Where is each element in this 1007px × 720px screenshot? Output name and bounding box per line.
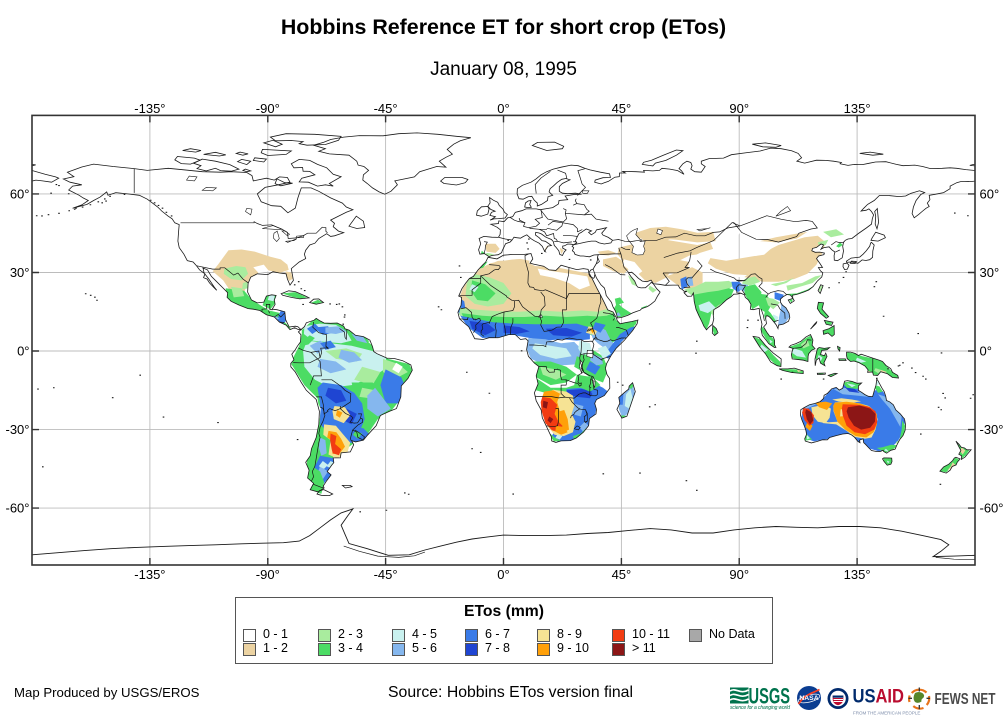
svg-text:0°: 0°	[980, 344, 992, 359]
svg-text:FEWS NET: FEWS NET	[935, 691, 996, 708]
svg-text:90°: 90°	[729, 101, 749, 116]
svg-text:30°: 30°	[980, 265, 1000, 280]
svg-text:-135°: -135°	[134, 567, 165, 582]
svg-text:0°: 0°	[17, 344, 29, 359]
svg-text:135°: 135°	[844, 101, 871, 116]
svg-text:-90°: -90°	[256, 567, 280, 582]
svg-text:0°: 0°	[497, 567, 509, 582]
svg-text:science for a changing world: science for a changing world	[730, 705, 790, 711]
svg-text:135°: 135°	[844, 567, 871, 582]
svg-text:-135°: -135°	[134, 101, 165, 116]
svg-text:-60°: -60°	[980, 501, 1004, 516]
svg-text:-45°: -45°	[374, 567, 398, 582]
svg-text:0°: 0°	[497, 101, 509, 116]
svg-text:45°: 45°	[612, 567, 632, 582]
svg-text:NASA: NASA	[799, 695, 818, 702]
svg-text:30°: 30°	[10, 265, 30, 280]
svg-text:-60°: -60°	[6, 501, 30, 516]
svg-text:45°: 45°	[612, 101, 632, 116]
svg-text:60°: 60°	[980, 186, 1000, 201]
svg-text:-30°: -30°	[6, 422, 30, 437]
svg-text:-45°: -45°	[374, 101, 398, 116]
svg-text:FROM THE AMERICAN PEOPLE: FROM THE AMERICAN PEOPLE	[853, 711, 920, 716]
svg-text:USAID: USAID	[853, 686, 905, 708]
svg-text:60°: 60°	[10, 186, 30, 201]
svg-text:-30°: -30°	[980, 422, 1004, 437]
svg-text:-90°: -90°	[256, 101, 280, 116]
svg-text:90°: 90°	[729, 567, 749, 582]
svg-text:USGS: USGS	[749, 684, 791, 709]
